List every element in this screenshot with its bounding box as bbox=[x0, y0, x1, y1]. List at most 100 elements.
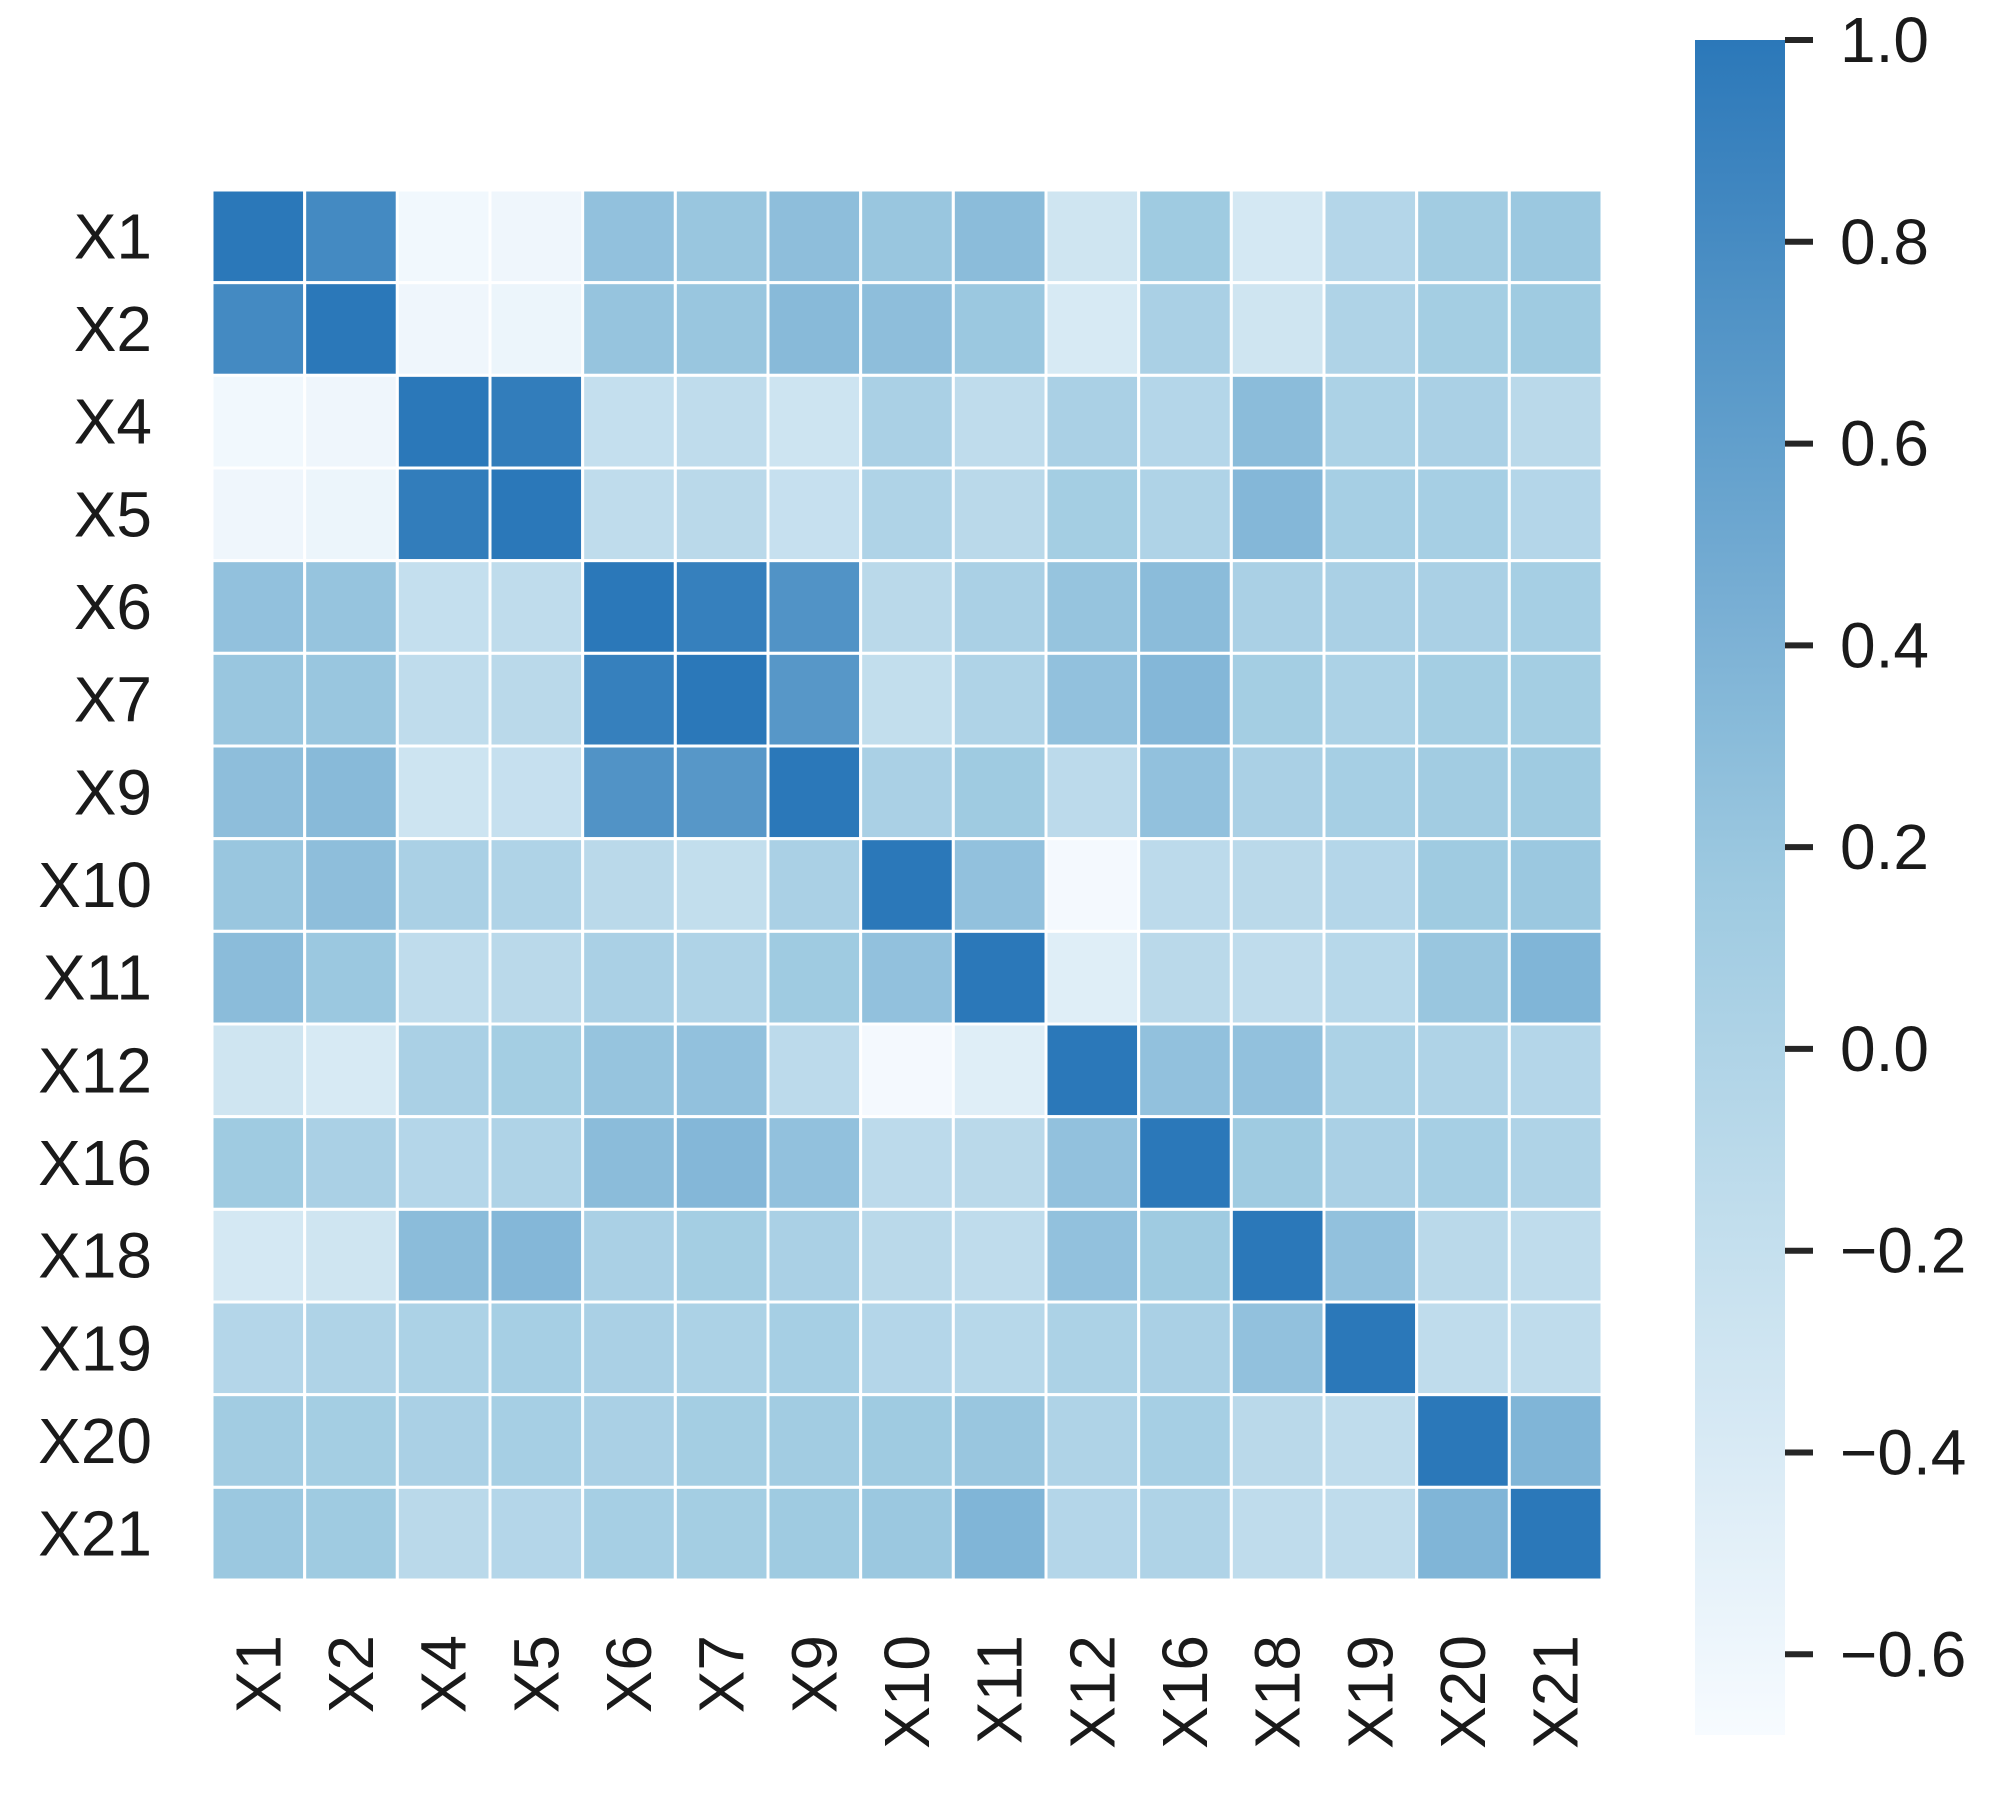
heatmap-cell-X7-X10 bbox=[859, 651, 955, 748]
heatmap-cell-X16-X20 bbox=[1415, 1115, 1511, 1211]
heatmap-cell-X12-X19 bbox=[1322, 1022, 1419, 1119]
heatmap-cell-X2-X11 bbox=[951, 281, 1048, 377]
heatmap-cell-X2-X7 bbox=[673, 281, 770, 377]
heatmap-cell-X2-X19 bbox=[1322, 281, 1419, 377]
heatmap-cell-X21-X2 bbox=[303, 1485, 399, 1582]
heatmap-cell-X12-X1 bbox=[210, 1022, 307, 1119]
heatmap-cell-X1-X19 bbox=[1322, 188, 1419, 285]
column-label-X10: X10 bbox=[871, 1635, 943, 1749]
heatmap-cell-X20-X16 bbox=[1137, 1393, 1233, 1489]
heatmap-cell-X16-X7 bbox=[673, 1115, 770, 1211]
heatmap-cell-X19-X12 bbox=[1044, 1300, 1141, 1397]
heatmap-cell-X20-X2 bbox=[303, 1393, 399, 1489]
heatmap-cell-X11-X19 bbox=[1322, 929, 1419, 1026]
heatmap-cell-X5-X10 bbox=[859, 466, 955, 563]
heatmap-cell-X5-X18 bbox=[1229, 466, 1326, 563]
heatmap-cell-X11-X18 bbox=[1229, 929, 1326, 1026]
colorbar-tick-label: 1.0 bbox=[1840, 4, 1929, 76]
column-label-X6: X6 bbox=[593, 1635, 665, 1713]
heatmap-cell-X18-X1 bbox=[210, 1207, 307, 1304]
heatmap-cell-X6-X16 bbox=[1137, 559, 1233, 655]
heatmap-cell-X4-X16 bbox=[1137, 373, 1233, 470]
heatmap-cell-X6-X7 bbox=[673, 559, 770, 655]
heatmap-cell-X12-X11 bbox=[951, 1022, 1048, 1119]
heatmap-cell-X20-X5 bbox=[488, 1393, 585, 1489]
heatmap-cell-X19-X21 bbox=[1507, 1300, 1604, 1397]
row-label-X2: X2 bbox=[74, 293, 152, 365]
heatmap-cell-X19-X9 bbox=[766, 1300, 863, 1397]
heatmap-cell-X7-X16 bbox=[1137, 651, 1233, 748]
column-label-X11: X11 bbox=[964, 1635, 1036, 1744]
heatmap-cell-X5-X12 bbox=[1044, 466, 1141, 563]
heatmap-cell-X10-X19 bbox=[1322, 837, 1419, 933]
heatmap-cell-X9-X2 bbox=[303, 744, 399, 841]
heatmap-cell-X11-X7 bbox=[673, 929, 770, 1026]
heatmap-cell-X12-X4 bbox=[395, 1022, 492, 1119]
heatmap-cell-X9-X1 bbox=[210, 744, 307, 841]
heatmap-cell-X11-X4 bbox=[395, 929, 492, 1026]
heatmap-cell-X2-X16 bbox=[1137, 281, 1233, 377]
heatmap-cell-X20-X10 bbox=[859, 1393, 955, 1489]
heatmap-cell-X19-X20 bbox=[1415, 1300, 1511, 1397]
heatmap-cell-X21-X11 bbox=[951, 1485, 1048, 1582]
column-label-X4: X4 bbox=[408, 1635, 480, 1713]
heatmap-cell-X5-X20 bbox=[1415, 466, 1511, 563]
heatmap-cell-X19-X11 bbox=[951, 1300, 1048, 1397]
heatmap-cell-X18-X9 bbox=[766, 1207, 863, 1304]
heatmap-cell-X7-X9 bbox=[766, 651, 863, 748]
heatmap-cell-X7-X20 bbox=[1415, 651, 1511, 748]
heatmap-cell-X11-X20 bbox=[1415, 929, 1511, 1026]
heatmap-cell-X10-X21 bbox=[1507, 837, 1604, 933]
heatmap-cell-X16-X12 bbox=[1044, 1115, 1141, 1211]
heatmap-cell-X19-X1 bbox=[210, 1300, 307, 1397]
row-label-X19: X19 bbox=[38, 1312, 152, 1384]
heatmap-cell-X19-X16 bbox=[1137, 1300, 1233, 1397]
heatmap-cell-X12-X9 bbox=[766, 1022, 863, 1119]
heatmap-cell-X12-X5 bbox=[488, 1022, 585, 1119]
heatmap-cell-X4-X5 bbox=[488, 373, 585, 470]
heatmap-cell-X7-X12 bbox=[1044, 651, 1141, 748]
heatmap-cell-X2-X6 bbox=[581, 281, 677, 377]
heatmap-cell-X10-X18 bbox=[1229, 837, 1326, 933]
heatmap-cell-X6-X5 bbox=[488, 559, 585, 655]
column-label-X5: X5 bbox=[500, 1635, 572, 1713]
heatmap-cell-X18-X5 bbox=[488, 1207, 585, 1304]
heatmap-cell-X1-X4 bbox=[395, 188, 492, 285]
heatmap-cells bbox=[210, 188, 1604, 1582]
row-label-X4: X4 bbox=[74, 386, 152, 458]
heatmap-cell-X16-X16 bbox=[1137, 1115, 1233, 1211]
heatmap-cell-X4-X12 bbox=[1044, 373, 1141, 470]
heatmap-cell-X10-X2 bbox=[303, 837, 399, 933]
heatmap-cell-X9-X9 bbox=[766, 744, 863, 841]
heatmap-cell-X4-X7 bbox=[673, 373, 770, 470]
colorbar-tick-label: −0.6 bbox=[1840, 1618, 1966, 1690]
heatmap-cell-X1-X10 bbox=[859, 188, 955, 285]
heatmap-cell-X5-X9 bbox=[766, 466, 863, 563]
heatmap-cell-X7-X4 bbox=[395, 651, 492, 748]
heatmap-cell-X7-X19 bbox=[1322, 651, 1419, 748]
row-label-X18: X18 bbox=[38, 1220, 152, 1292]
heatmap-cell-X16-X5 bbox=[488, 1115, 585, 1211]
heatmap-cell-X19-X6 bbox=[581, 1300, 677, 1397]
heatmap-cell-X18-X11 bbox=[951, 1207, 1048, 1304]
heatmap-cell-X19-X7 bbox=[673, 1300, 770, 1397]
heatmap-cell-X21-X6 bbox=[581, 1485, 677, 1582]
heatmap-cell-X10-X12 bbox=[1044, 837, 1141, 933]
heatmap-cell-X9-X6 bbox=[581, 744, 677, 841]
heatmap-cell-X6-X4 bbox=[395, 559, 492, 655]
heatmap-cell-X7-X7 bbox=[673, 651, 770, 748]
heatmap-cell-X6-X18 bbox=[1229, 559, 1326, 655]
heatmap-cell-X20-X20 bbox=[1415, 1393, 1511, 1489]
heatmap-cell-X10-X9 bbox=[766, 837, 863, 933]
heatmap-cell-X4-X6 bbox=[581, 373, 677, 470]
heatmap-cell-X5-X4 bbox=[395, 466, 492, 563]
heatmap-cell-X10-X7 bbox=[673, 837, 770, 933]
colorbar-tick-label: 0.2 bbox=[1840, 811, 1929, 883]
column-label-X16: X16 bbox=[1149, 1635, 1221, 1749]
heatmap-cell-X21-X20 bbox=[1415, 1485, 1511, 1582]
heatmap-cell-X9-X11 bbox=[951, 744, 1048, 841]
colorbar-tick-label: −0.4 bbox=[1840, 1417, 1966, 1489]
heatmap-cell-X1-X7 bbox=[673, 188, 770, 285]
column-label-X20: X20 bbox=[1427, 1635, 1499, 1749]
